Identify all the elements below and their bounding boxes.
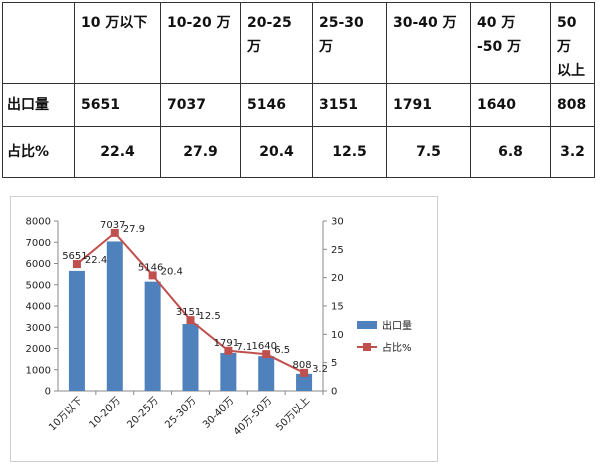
- x-tick-label: 20-25万: [125, 395, 160, 430]
- table-cell: 1791: [386, 83, 471, 127]
- y-tick-label: 8000: [26, 217, 51, 228]
- y-tick-label: 2000: [26, 344, 51, 355]
- bar: [144, 281, 161, 391]
- y-tick-label: 5000: [26, 280, 51, 291]
- table-cell: 3.2: [550, 126, 595, 178]
- bar: [220, 352, 237, 391]
- table-header-row: 10 万以下 10-20 万 20-25 万 25-30 万 30-40 万 4…: [2, 2, 595, 84]
- legend-swatch-bar: [357, 321, 377, 329]
- table-cell: 6.8: [470, 126, 551, 178]
- y-tick-label: 7000: [26, 238, 51, 249]
- x-tick-label: 25-30万: [163, 395, 198, 430]
- y-tick-label: 1000: [26, 365, 51, 376]
- table-row: 出口量 5651 7037 5146 3151 1791 1640 808: [2, 83, 595, 127]
- y2-tick-label: 20: [331, 273, 344, 284]
- legend-swatch-marker: [363, 343, 371, 351]
- table-cell: 27.9: [160, 126, 241, 178]
- table-header-cell: 10 万以下: [74, 2, 161, 84]
- table-header-cell: 25-30 万: [312, 2, 387, 84]
- table-row: 占比% 22.4 27.9 20.4 12.5 7.5 6.8 3.2: [2, 126, 595, 178]
- line-data-label: 20.4: [161, 266, 183, 277]
- x-tick-label: 30-40万: [201, 395, 236, 430]
- x-tick-label: 10-20万: [88, 395, 123, 430]
- table-header-cell: 20-25 万: [240, 2, 313, 84]
- bar-data-label: 3151: [176, 307, 201, 318]
- table-cell: 1640: [470, 83, 551, 127]
- y-tick-label: 0: [45, 387, 51, 398]
- table-cell: 22.4: [74, 126, 161, 178]
- bar-data-label: 5651: [62, 251, 87, 262]
- bar-data-label: 808: [293, 360, 312, 371]
- y2-tick-label: 25: [331, 245, 344, 256]
- table-cell: 3151: [312, 83, 387, 127]
- data-table: 10 万以下 10-20 万 20-25 万 25-30 万 30-40 万 4…: [2, 2, 595, 178]
- line-data-label: 3.2: [312, 364, 328, 375]
- table-header-cell: 30-40 万: [386, 2, 471, 84]
- y-tick-label: 4000: [26, 302, 51, 313]
- bar: [182, 324, 199, 391]
- row-label: 出口量: [2, 83, 75, 127]
- y2-tick-label: 10: [331, 330, 344, 341]
- table-cell: 808: [550, 83, 595, 127]
- x-tick-label: 40万-50万: [232, 395, 274, 437]
- legend-label: 出口量: [382, 319, 412, 332]
- y2-tick-label: 5: [331, 358, 337, 369]
- table-header-cell: 10-20 万: [160, 2, 241, 84]
- bar-data-label: 7037: [100, 220, 125, 231]
- line-data-label: 6.5: [274, 345, 290, 356]
- bar-data-label: 1791: [214, 338, 239, 349]
- line-point: [148, 271, 157, 280]
- x-tick-label: 50万以上: [273, 395, 312, 434]
- line-point: [224, 346, 233, 355]
- bar: [106, 241, 123, 391]
- row-label: 占比%: [2, 126, 75, 178]
- y2-tick-label: 0: [331, 387, 337, 398]
- combo-chart: 0 1000 2000 3000 4000 5000 6000 7000 8000 0 5 10 15 2…: [26, 217, 412, 438]
- table-header-cell: 40 万 -50 万: [470, 2, 551, 84]
- legend-label: 占比%: [382, 341, 412, 354]
- y2-tick-label: 30: [331, 217, 344, 228]
- line-point: [186, 316, 195, 325]
- bar-data-label: 5146: [138, 262, 163, 273]
- y2-tick-label: 15: [331, 302, 344, 313]
- x-tick-label: 10万以下: [47, 395, 85, 433]
- chart-area: 0 1000 2000 3000 4000 5000 6000 7000 8000 0 5 10 15 2…: [10, 196, 438, 462]
- line-point: [300, 368, 309, 377]
- y-tick-label: 6000: [26, 259, 51, 270]
- bar: [258, 356, 275, 391]
- line-data-label: 22.4: [85, 255, 107, 266]
- bar-data-label: 1640: [251, 341, 276, 352]
- line-point: [72, 260, 81, 269]
- table-header-cell: [2, 2, 75, 84]
- line-data-label: 27.9: [123, 224, 145, 235]
- line-point: [262, 350, 271, 359]
- table-cell: 5146: [240, 83, 313, 127]
- bar: [296, 373, 313, 391]
- table-header-cell: 50 万 以上: [550, 2, 595, 84]
- table-cell: 12.5: [312, 126, 387, 178]
- y-tick-label: 3000: [26, 323, 51, 334]
- bar: [68, 270, 85, 391]
- line-point: [110, 228, 119, 237]
- line-data-label: 12.5: [199, 311, 221, 322]
- table-cell: 5651: [74, 83, 161, 127]
- table-cell: 7.5: [386, 126, 471, 178]
- table-cell: 20.4: [240, 126, 313, 178]
- table-cell: 7037: [160, 83, 241, 127]
- line-data-label: 7.1: [236, 342, 252, 353]
